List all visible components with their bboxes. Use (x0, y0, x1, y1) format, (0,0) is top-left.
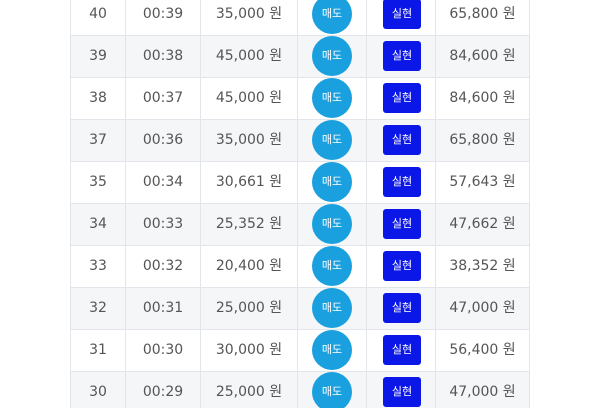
result: 84,600 원 (435, 78, 530, 119)
amount: 45,000 원 (200, 36, 297, 77)
table-cell: 실현 (366, 0, 435, 35)
result: 56,400 원 (435, 330, 530, 371)
table-cell: 실현 (366, 36, 435, 77)
amount: 35,000 원 (200, 0, 297, 35)
round-number: 33 (70, 246, 125, 287)
sell-button[interactable]: 매도 (312, 162, 352, 202)
table-cell: 매도 (297, 330, 366, 371)
table-cell: 실현 (366, 78, 435, 119)
table-cell: 실현 (366, 288, 435, 329)
table-cell: 실현 (366, 120, 435, 161)
time: 00:29 (125, 372, 200, 408)
realize-button[interactable]: 실현 (383, 377, 421, 407)
realize-button[interactable]: 실현 (383, 167, 421, 197)
round-number: 39 (70, 36, 125, 77)
table-cell: 매도 (297, 246, 366, 287)
result: 57,643 원 (435, 162, 530, 203)
table-row: 39 00:38 45,000 원 매도 실현 84,600 원 (70, 36, 530, 78)
realize-button[interactable]: 실현 (383, 41, 421, 71)
result: 47,662 원 (435, 204, 530, 245)
table-cell: 매도 (297, 0, 366, 35)
result: 65,800 원 (435, 120, 530, 161)
amount: 30,000 원 (200, 330, 297, 371)
table-cell: 매도 (297, 372, 366, 408)
table-row: 32 00:31 25,000 원 매도 실현 47,000 원 (70, 288, 530, 330)
table-row: 37 00:36 35,000 원 매도 실현 65,800 원 (70, 120, 530, 162)
round-number: 37 (70, 120, 125, 161)
amount: 25,352 원 (200, 204, 297, 245)
round-number: 30 (70, 372, 125, 408)
table-cell: 매도 (297, 120, 366, 161)
amount: 30,661 원 (200, 162, 297, 203)
realize-button[interactable]: 실현 (383, 335, 421, 365)
table-cell: 매도 (297, 78, 366, 119)
time: 00:31 (125, 288, 200, 329)
table-cell: 매도 (297, 162, 366, 203)
table-row: 30 00:29 25,000 원 매도 실현 47,000 원 (70, 372, 530, 408)
sell-button[interactable]: 매도 (312, 120, 352, 160)
sell-button[interactable]: 매도 (312, 330, 352, 370)
time: 00:38 (125, 36, 200, 77)
round-number: 31 (70, 330, 125, 371)
table-row: 35 00:34 30,661 원 매도 실현 57,643 원 (70, 162, 530, 204)
round-number: 34 (70, 204, 125, 245)
realize-button[interactable]: 실현 (383, 251, 421, 281)
table-cell: 실현 (366, 330, 435, 371)
result: 65,800 원 (435, 0, 530, 35)
round-number: 35 (70, 162, 125, 203)
sell-button[interactable]: 매도 (312, 36, 352, 76)
result: 84,600 원 (435, 36, 530, 77)
time: 00:33 (125, 204, 200, 245)
table-row: 38 00:37 45,000 원 매도 실현 84,600 원 (70, 78, 530, 120)
time: 00:36 (125, 120, 200, 161)
sell-button[interactable]: 매도 (312, 78, 352, 118)
table-cell: 실현 (366, 372, 435, 408)
table-row: 40 00:39 35,000 원 매도 실현 65,800 원 (70, 0, 530, 36)
round-number: 38 (70, 78, 125, 119)
sell-button[interactable]: 매도 (312, 288, 352, 328)
table-row: 33 00:32 20,400 원 매도 실현 38,352 원 (70, 246, 530, 288)
table-cell: 실현 (366, 162, 435, 203)
round-number: 32 (70, 288, 125, 329)
table-cell: 매도 (297, 288, 366, 329)
time: 00:32 (125, 246, 200, 287)
time: 00:39 (125, 0, 200, 35)
amount: 25,000 원 (200, 288, 297, 329)
amount: 20,400 원 (200, 246, 297, 287)
sell-button[interactable]: 매도 (312, 0, 352, 34)
time: 00:34 (125, 162, 200, 203)
realize-button[interactable]: 실현 (383, 209, 421, 239)
realize-button[interactable]: 실현 (383, 0, 421, 29)
sell-button[interactable]: 매도 (312, 204, 352, 244)
result: 38,352 원 (435, 246, 530, 287)
sell-button[interactable]: 매도 (312, 246, 352, 286)
result: 47,000 원 (435, 372, 530, 408)
table-cell: 매도 (297, 36, 366, 77)
amount: 35,000 원 (200, 120, 297, 161)
result: 47,000 원 (435, 288, 530, 329)
table-row: 31 00:30 30,000 원 매도 실현 56,400 원 (70, 330, 530, 372)
table-cell: 실현 (366, 204, 435, 245)
realize-button[interactable]: 실현 (383, 83, 421, 113)
sell-button[interactable]: 매도 (312, 372, 352, 408)
realize-button[interactable]: 실현 (383, 293, 421, 323)
time: 00:37 (125, 78, 200, 119)
amount: 25,000 원 (200, 372, 297, 408)
realize-button[interactable]: 실현 (383, 125, 421, 155)
table-cell: 매도 (297, 204, 366, 245)
time: 00:30 (125, 330, 200, 371)
table-cell: 실현 (366, 246, 435, 287)
round-number: 40 (70, 0, 125, 35)
amount: 45,000 원 (200, 78, 297, 119)
table-row: 34 00:33 25,352 원 매도 실현 47,662 원 (70, 204, 530, 246)
